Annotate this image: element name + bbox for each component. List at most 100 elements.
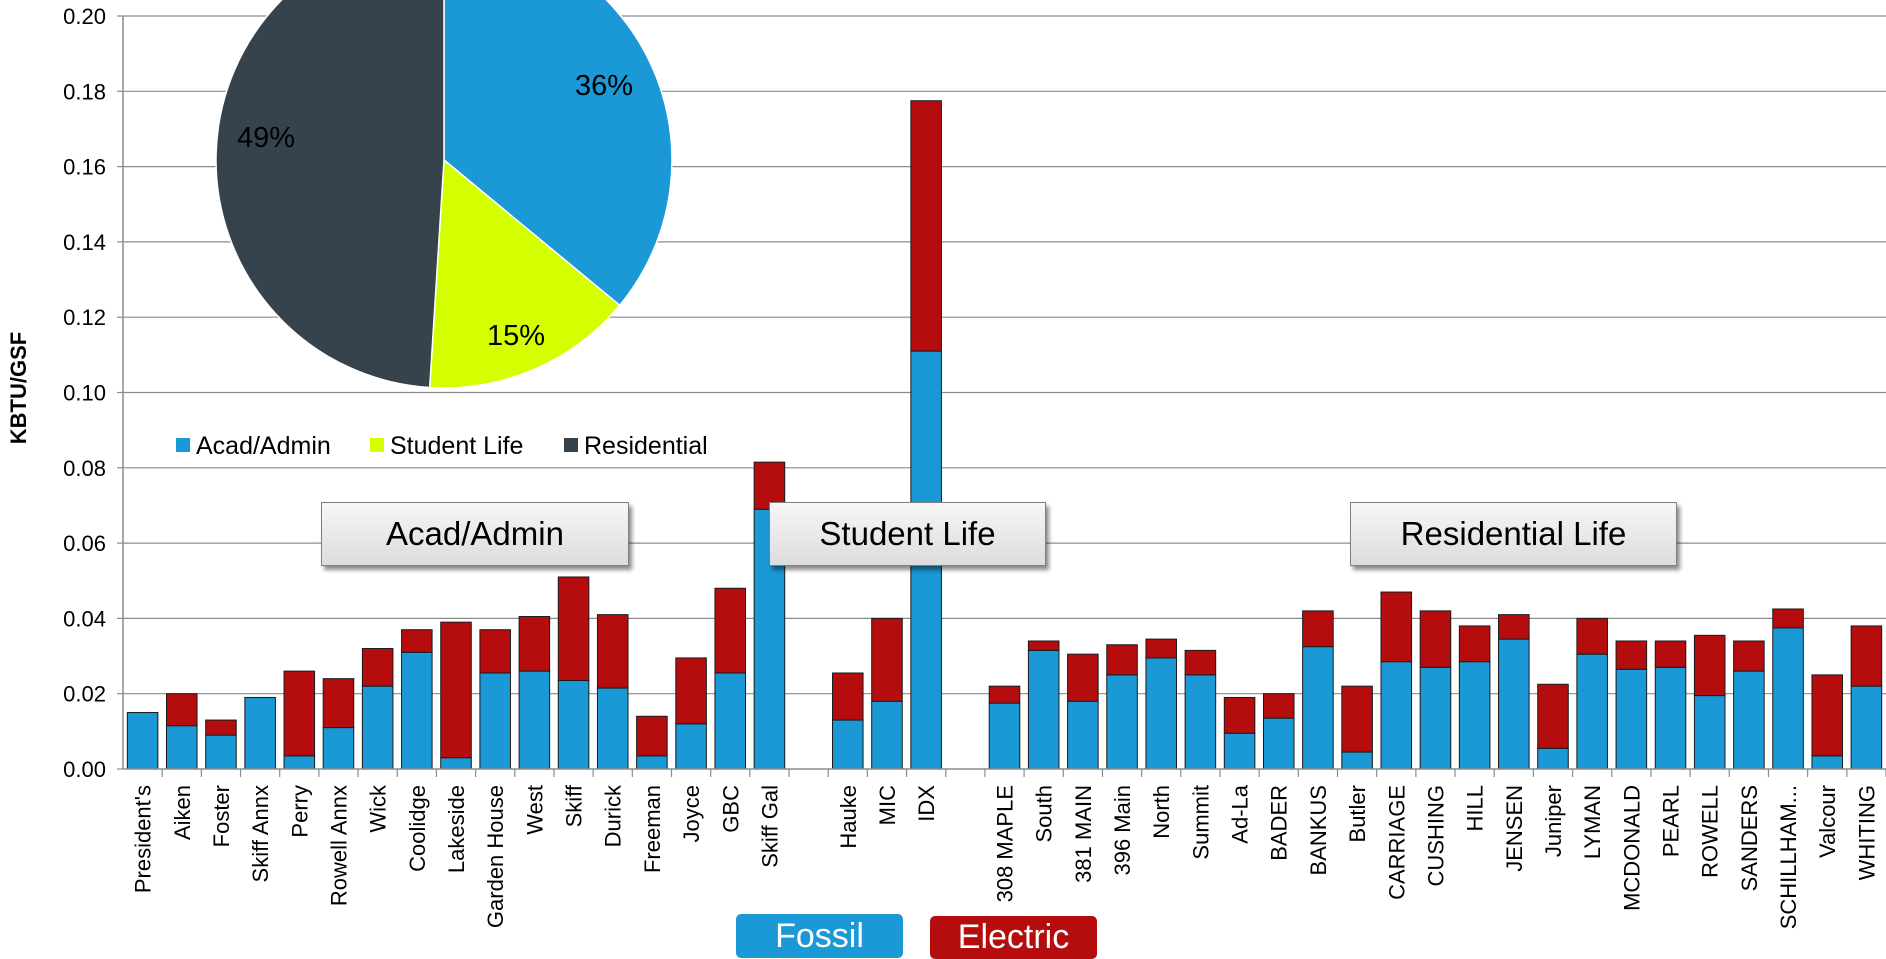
bar-fossil bbox=[1458, 661, 1491, 770]
pie-legend: Acad/Admin Student Life Residential bbox=[176, 432, 708, 460]
category-label: SANDERS bbox=[1737, 785, 1762, 891]
bar-electric bbox=[596, 614, 629, 689]
fossil-key: Fossil bbox=[736, 914, 903, 958]
bar-electric bbox=[1184, 649, 1217, 676]
y-tick-label: 0.10 bbox=[63, 381, 106, 406]
category-label: Freeman bbox=[640, 785, 665, 873]
bar-electric bbox=[1223, 696, 1256, 734]
y-tick-label: 0.02 bbox=[63, 682, 106, 707]
category-label: Wick bbox=[366, 784, 391, 833]
legend-swatch bbox=[176, 438, 190, 452]
category-label: PEARL bbox=[1659, 785, 1684, 857]
category-label: GBC bbox=[718, 785, 743, 833]
y-tick-label: 0.00 bbox=[63, 757, 106, 782]
category-label: Skiff bbox=[562, 784, 587, 827]
bar-fossil bbox=[1850, 685, 1883, 770]
bar-fossil bbox=[1302, 646, 1334, 770]
bar-fossil bbox=[871, 700, 903, 770]
legend-swatch bbox=[564, 438, 578, 452]
bar-fossil bbox=[596, 687, 629, 770]
category-label: MIC bbox=[875, 785, 900, 825]
pie-slice-label: 49% bbox=[237, 122, 295, 154]
bar-fossil bbox=[479, 672, 511, 770]
category-label: Juniper bbox=[1541, 785, 1566, 857]
pie-slice bbox=[215, 0, 445, 389]
category-label: Durick bbox=[601, 784, 626, 847]
bar-electric bbox=[1067, 653, 1099, 702]
bar-fossil bbox=[1693, 695, 1726, 770]
bar-fossil bbox=[1537, 747, 1569, 770]
bar-electric bbox=[714, 587, 747, 674]
legend-label: Acad/Admin bbox=[196, 432, 331, 460]
category-label: SCHILLHAM... bbox=[1776, 785, 1801, 929]
bar-fossil bbox=[205, 734, 237, 770]
bar-fossil bbox=[244, 696, 276, 770]
category-label: MCDONALD bbox=[1619, 785, 1644, 911]
axes bbox=[122, 16, 1886, 777]
category-label: Ad-La bbox=[1228, 784, 1253, 843]
category-label: ROWELL bbox=[1698, 785, 1723, 878]
category-label: Summit bbox=[1188, 785, 1213, 860]
group-label-residential-life: Residential Life bbox=[1350, 502, 1677, 566]
category-label: WHITING bbox=[1854, 785, 1879, 880]
bar-electric bbox=[440, 621, 472, 759]
group-label-acad-admin: Acad/Admin bbox=[321, 502, 629, 566]
bar-fossil bbox=[1654, 666, 1687, 770]
bar-electric bbox=[205, 719, 237, 736]
category-label: Hauke bbox=[836, 785, 861, 849]
category-label: Joyce bbox=[679, 785, 704, 842]
bar-fossil bbox=[675, 723, 707, 770]
legend-swatch bbox=[370, 438, 384, 452]
category-label: 381 MAIN bbox=[1071, 785, 1096, 883]
pie-slice bbox=[443, 0, 673, 307]
bar-fossil bbox=[1576, 653, 1608, 770]
bar-electric bbox=[1419, 610, 1452, 668]
category-label: Skiff Annx bbox=[248, 785, 273, 882]
category-label: BADER bbox=[1267, 785, 1292, 861]
bar-fossil bbox=[126, 712, 159, 770]
bar-electric bbox=[1850, 625, 1883, 687]
bar-electric bbox=[518, 616, 551, 672]
category-label: Skiff Gal bbox=[757, 785, 782, 868]
bar-fossil bbox=[1106, 674, 1138, 770]
category-label: North bbox=[1149, 785, 1174, 839]
bar-fossil bbox=[165, 725, 198, 770]
category-label: JENSEN bbox=[1502, 785, 1527, 872]
category-label: CUSHING bbox=[1423, 785, 1448, 886]
category-label: Perry bbox=[287, 785, 312, 838]
bar-electric bbox=[636, 715, 668, 757]
bar-fossil bbox=[1772, 627, 1804, 770]
bar-electric bbox=[165, 693, 198, 727]
bar-electric bbox=[401, 629, 433, 653]
category-label: Garden House bbox=[483, 785, 508, 928]
bar-electric bbox=[871, 617, 903, 702]
pie-chart: 36% 15% 49% bbox=[215, 0, 673, 389]
bar-fossil bbox=[518, 670, 551, 770]
category-label: HILL bbox=[1463, 785, 1488, 831]
y-tick-label: 0.18 bbox=[63, 79, 106, 104]
bar-electric bbox=[910, 100, 942, 352]
category-label: West bbox=[522, 785, 547, 835]
bar-electric bbox=[1693, 634, 1726, 697]
category-label: South bbox=[1032, 785, 1057, 843]
bar-electric bbox=[832, 672, 864, 721]
category-label: Valcour bbox=[1815, 785, 1840, 858]
bar-electric bbox=[675, 657, 707, 725]
bar-fossil bbox=[283, 755, 316, 770]
bar-fossil bbox=[1615, 668, 1648, 770]
bar-electric bbox=[988, 685, 1021, 704]
y-tick-label: 0.04 bbox=[63, 606, 106, 631]
bar-electric bbox=[1458, 625, 1491, 663]
bar-fossil bbox=[1811, 755, 1844, 770]
bar-fossil bbox=[1184, 674, 1217, 770]
bar-electric bbox=[1811, 674, 1844, 757]
bar-fossil bbox=[1145, 657, 1177, 770]
bar-fossil bbox=[1223, 732, 1256, 770]
bar-electric bbox=[361, 648, 394, 687]
y-tick-label: 0.16 bbox=[63, 155, 106, 180]
category-label: 396 Main bbox=[1110, 785, 1135, 876]
bar-electric bbox=[479, 629, 511, 674]
y-tick-label: 0.12 bbox=[63, 305, 106, 330]
bar-fossil bbox=[1419, 666, 1452, 770]
